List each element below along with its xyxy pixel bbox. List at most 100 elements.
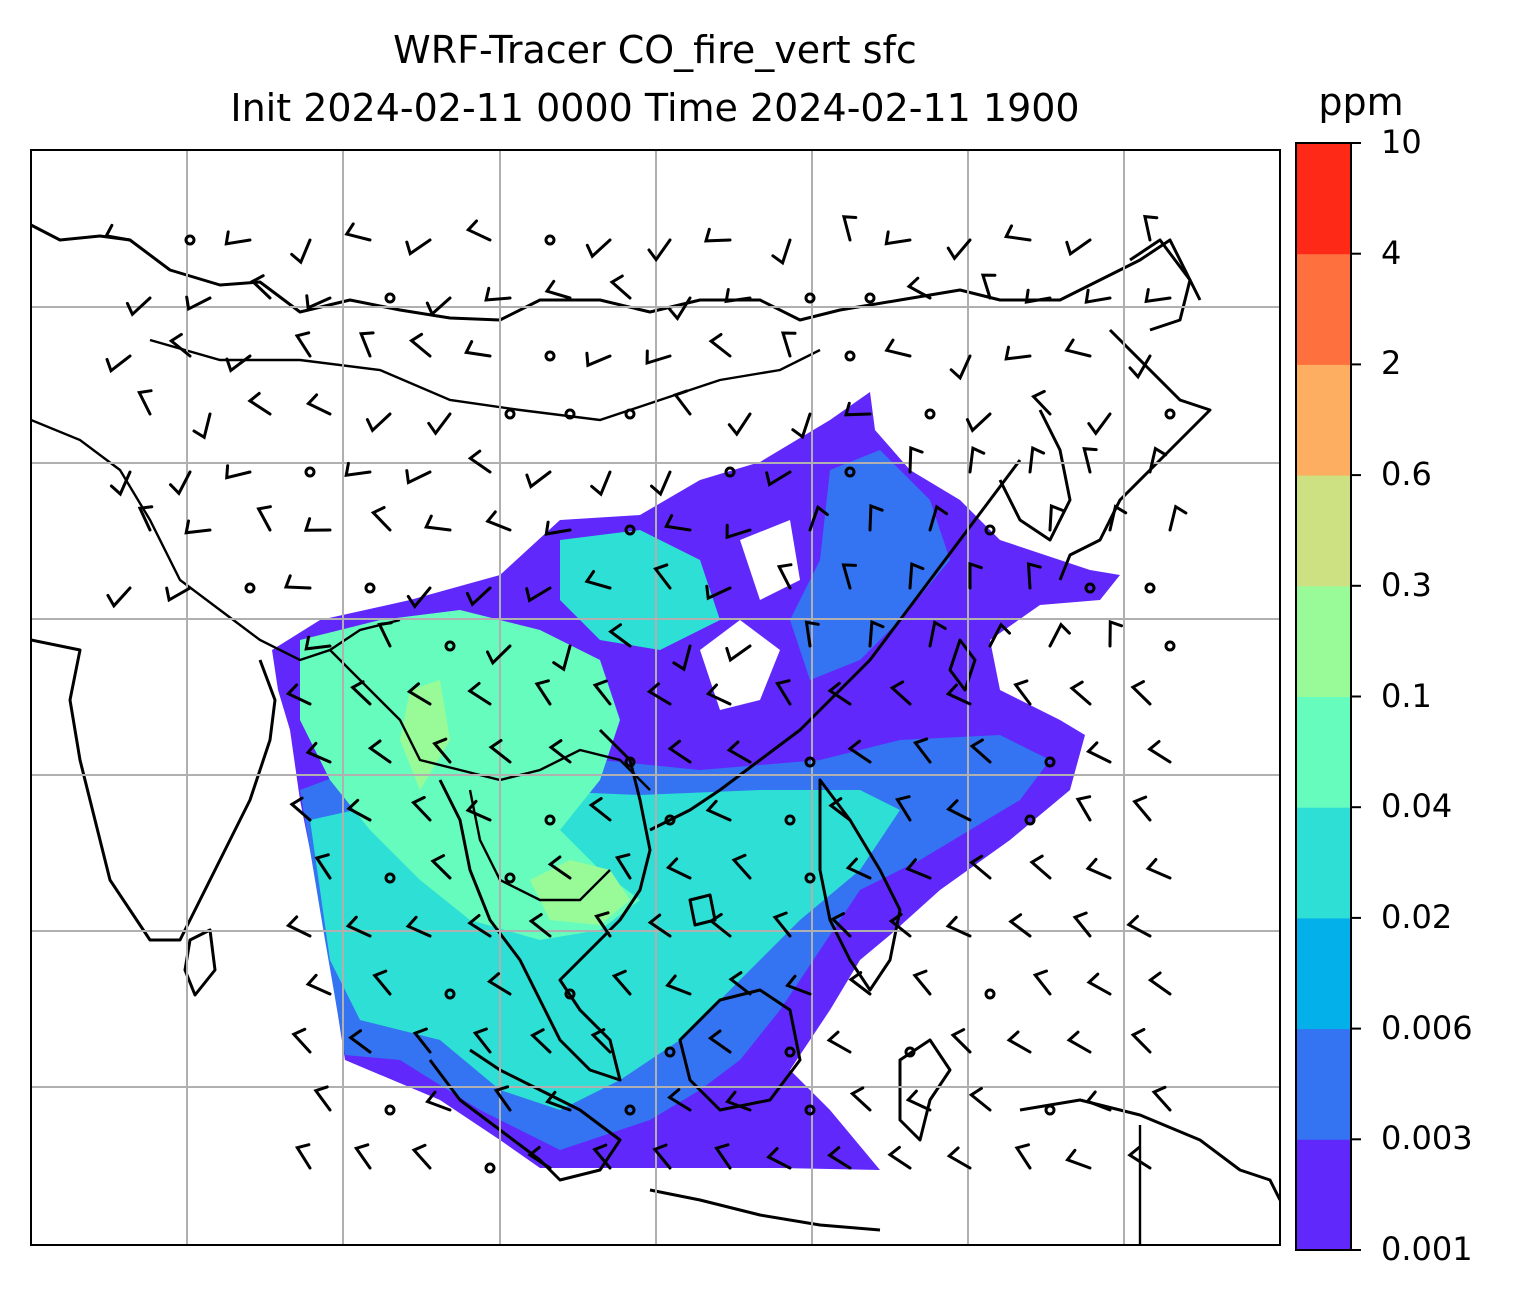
coastline-japan [1058,328,1212,581]
wind-barb [592,679,612,706]
colorbar-tick-label: 0.1 [1381,676,1432,715]
wind-barb [346,798,372,822]
wind-barb [905,858,932,880]
coastline-china-east [649,459,1022,832]
calm-wind-marker [504,408,516,420]
wind-barb [708,333,732,358]
calm-wind-marker [624,524,636,536]
coastline-korea [998,409,1072,542]
calm-wind-marker [724,466,736,478]
wind-barb [765,470,792,487]
wind-barb [1085,857,1112,880]
wind-barb [224,230,252,246]
wind-barb [250,274,272,300]
colorbar-tick-label: 10 [1381,123,1422,161]
colorbar-bin-1 [1296,1028,1351,1140]
wind-barb [225,354,252,373]
wind-barb [527,1145,552,1170]
wind-barb [884,230,912,246]
wind-barb [1004,345,1032,361]
wind-barb [611,969,632,996]
wind-barb [791,412,812,440]
wind-barb [465,219,492,242]
wind-barb [968,561,983,590]
coastline-indochina [438,728,652,1082]
border-mongolia [149,338,821,422]
wind-barb [1085,741,1112,764]
wind-barb [137,505,154,532]
wind-barb [726,740,752,764]
wind-barb [358,331,375,358]
wind-barb [668,296,692,321]
wind-barb [771,238,792,266]
colorbar-tick-label: 0.001 [1381,1230,1473,1268]
calm-wind-marker [1164,408,1176,420]
calm-wind-marker [564,408,576,420]
co-tracer-shading [272,392,1120,1170]
wind-barb [725,1090,752,1112]
calm-wind-marker [1024,814,1036,826]
wind-barb [672,644,692,672]
calm-wind-marker [364,582,376,594]
tracer-light-green-hotspot [400,680,630,925]
wind-barb [928,620,947,648]
wind-barb [552,644,572,672]
wind-barb [372,969,392,996]
wind-barb [968,1086,992,1112]
calm-wind-marker [384,1104,396,1116]
wind-barb [928,504,949,532]
wind-barb [808,504,829,532]
wind-barb [410,795,432,822]
wind-barb [950,1028,972,1054]
wind-barb [1014,1143,1032,1170]
wind-barb [827,1146,852,1170]
wind-barb [785,974,812,996]
wind-barb [614,853,632,880]
calm-wind-marker [904,1046,916,1058]
wind-barb [1151,1085,1172,1112]
wind-barb [826,1030,852,1054]
wind-barb [486,644,512,666]
wind-barb [548,739,572,764]
wind-barb [109,470,132,497]
wind-barb [1084,288,1112,304]
wind-barb [727,412,752,437]
wind-barb [1028,445,1046,474]
wind-barb [285,683,312,706]
country-borders [31,338,1142,1245]
wind-barb [988,622,1011,648]
wind-barb [908,561,925,590]
calm-wind-marker [564,988,576,1000]
wind-barb [946,799,972,822]
map-subtitle: Init 2024-02-11 0000 Time 2024-02-11 190… [230,86,1080,130]
colorbar-tick-label: 0.003 [1381,1119,1473,1158]
wind-barb [868,619,885,648]
wind-barb [530,1028,552,1054]
wind-barb [868,503,884,532]
calm-wind-marker [444,640,456,652]
wind-barb [365,412,392,433]
colorbar-bin-8 [1296,253,1351,365]
wind-barb [1065,1148,1092,1170]
wind-barb [1130,680,1152,706]
wind-barb [1128,354,1152,380]
wind-barb [1008,913,1032,938]
calm-wind-marker [784,814,796,826]
map-title: WRF-Tracer CO_fire_vert sfc [393,28,917,72]
wind-barb [969,854,992,880]
wind-barb [725,644,752,663]
calm-wind-marker [1164,640,1176,652]
wind-barb [673,389,692,416]
colorbar-bin-4 [1296,696,1351,808]
wind-barb [906,276,932,300]
wind-barb [664,514,692,532]
wind-barb [304,635,332,651]
wind-barb [590,470,612,497]
calm-wind-marker [304,466,316,478]
coastline-sulawesi [898,1038,952,1142]
wind-barb [408,332,432,358]
wind-barb [1048,622,1071,648]
calm-wind-marker [624,1104,636,1116]
wind-barb [370,506,392,532]
wind-barb [137,389,153,416]
